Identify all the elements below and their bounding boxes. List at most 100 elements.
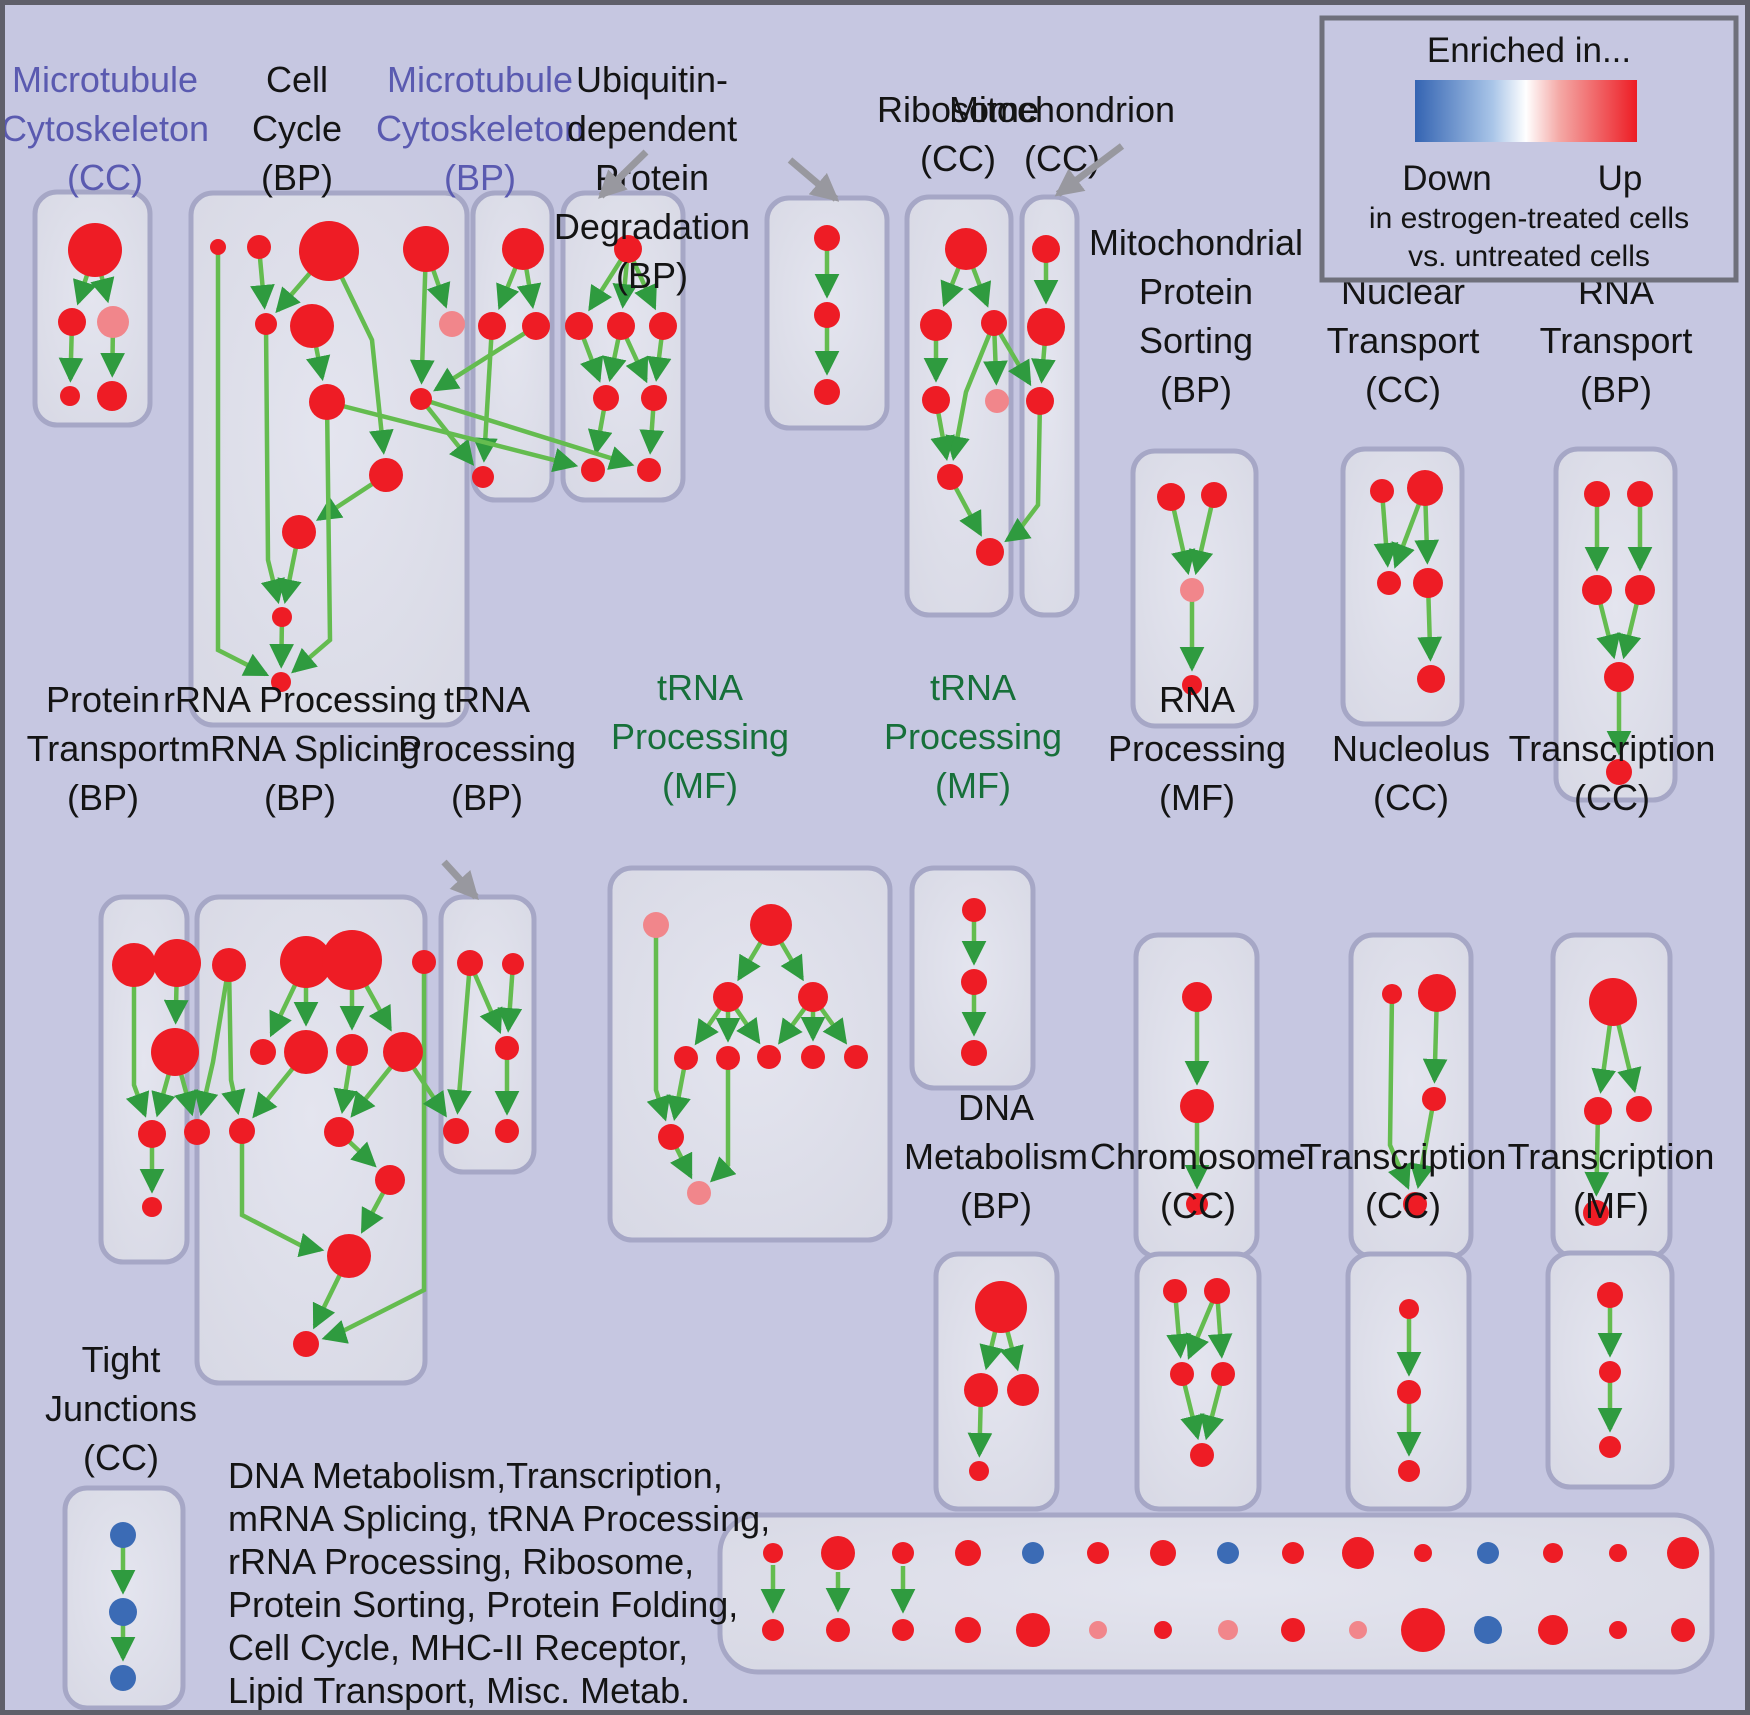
go-term-node (472, 466, 494, 488)
cluster-label-line: (CC) (1574, 777, 1650, 818)
go-term-node (1186, 1193, 1208, 1215)
legend-up-label: Up (1598, 159, 1643, 198)
go-term-node (1474, 1616, 1502, 1644)
pointer-arrow (597, 149, 649, 199)
go-term-node (814, 379, 840, 405)
go-term-node (1609, 1544, 1627, 1562)
go-term-node (955, 1617, 981, 1643)
cluster-label-line: Cell (266, 59, 328, 100)
cluster-label-line: Tight (82, 1339, 161, 1380)
go-term-node (1671, 1618, 1695, 1642)
cluster-label-line: Microtubule (12, 59, 198, 100)
go-term-node (280, 936, 332, 988)
go-term-node (962, 898, 986, 922)
go-term-node (1397, 1380, 1421, 1404)
cluster-box-protein_transport_bp (98, 894, 190, 1265)
cluster-label-line: (BP) (960, 1185, 1032, 1226)
nodes (58, 221, 1699, 1691)
go-term-node (1089, 1621, 1107, 1639)
cluster-label-line: Chromosome (1090, 1136, 1306, 1177)
go-term-node (1281, 1618, 1305, 1642)
legend-caption-line: in estrogen-treated cells (1369, 202, 1689, 235)
go-term-node (151, 1028, 199, 1076)
edge (1373, 490, 1399, 568)
go-term-node (1007, 1374, 1039, 1406)
go-term-node (1589, 978, 1637, 1026)
go-term-node (1407, 470, 1443, 506)
cluster-labels: Microtubule Cytoskeleton (CC) Cell Cycle (BP)… (1, 59, 1715, 1478)
go-term-node (614, 235, 642, 263)
cluster-label-line: Transport (27, 728, 180, 769)
go-term-node (153, 939, 201, 987)
cluster-label-line: Transcription (1509, 728, 1716, 769)
go-term-node (844, 1045, 868, 1069)
go-term-node (593, 385, 619, 411)
go-term-node (1413, 568, 1443, 598)
cluster-label-line: Metabolism (904, 1136, 1088, 1177)
go-term-node (299, 221, 359, 281)
go-term-node (502, 228, 544, 270)
go-term-node (1163, 1279, 1187, 1303)
cluster-label-line: tRNA (930, 667, 1016, 708)
cluster-label-line: DNA (958, 1087, 1034, 1128)
cluster-label-line: (CC) (1365, 1185, 1441, 1226)
go-term-node (1032, 235, 1060, 263)
go-term-node (1597, 1282, 1623, 1308)
caption-line: Protein Sorting, Protein Folding, (228, 1584, 738, 1625)
go-term-node (976, 538, 1004, 566)
caption-line: Lipid Transport, Misc. Metab. (228, 1670, 690, 1711)
cluster-label-trna_processing_mf_1: tRNA Processing (MF) (611, 667, 789, 806)
go-term-node (1538, 1615, 1568, 1645)
cluster-label-line: Protein (46, 679, 160, 720)
go-term-node (814, 302, 840, 328)
go-term-node (327, 1234, 371, 1278)
cluster-label-nuclear_transport_cc: Nuclear Transport (CC) (1327, 271, 1480, 410)
go-term-node (97, 381, 127, 411)
go-term-node (250, 1039, 276, 1065)
cluster-label-line: dependent (567, 108, 737, 149)
go-term-node (1377, 571, 1401, 595)
go-term-node (1218, 1620, 1238, 1640)
go-term-node (138, 1120, 166, 1148)
go-term-node (649, 312, 677, 340)
go-term-node (1370, 479, 1394, 503)
go-term-node (1150, 1540, 1176, 1566)
edge (1409, 1098, 1437, 1189)
go-term-node (581, 458, 605, 482)
go-term-node (1027, 308, 1065, 346)
go-term-node (826, 1618, 850, 1642)
go-term-node (1399, 1299, 1419, 1319)
cluster-label-line: Cycle (252, 108, 342, 149)
go-term-node (892, 1619, 914, 1641)
go-term-node (643, 912, 669, 938)
cluster-label-line: (BP) (444, 157, 516, 198)
cluster-label-line: Microtubule (387, 59, 573, 100)
go-term-node (1382, 984, 1402, 1004)
cluster-label-dna_metabolism_bp: DNA Metabolism (BP) (904, 1087, 1088, 1226)
go-term-node (1217, 1542, 1239, 1564)
go-term-node (892, 1542, 914, 1564)
go-term-node (255, 313, 277, 335)
cross-edge (194, 964, 232, 1117)
go-term-node (1016, 1613, 1050, 1647)
go-term-node (937, 464, 963, 490)
go-term-node (658, 1124, 684, 1150)
legend-box (1319, 15, 1739, 283)
cluster-label-microtubule_cytoskeleton_cc: Microtubule Cytoskeleton (CC) (1, 59, 209, 198)
go-term-node (1604, 662, 1634, 692)
edge (1387, 993, 1411, 1190)
go-term-node (1667, 1537, 1699, 1569)
cluster-label-line: Degradation (554, 206, 750, 247)
go-term-node (478, 312, 506, 340)
cluster-label-line: mRNA Splicing (180, 728, 420, 769)
cross-edge (433, 324, 538, 392)
go-term-node (1401, 1608, 1445, 1652)
edge (709, 1058, 737, 1183)
go-term-node (322, 930, 382, 990)
cluster-label-line: (BP) (1160, 369, 1232, 410)
go-term-node (821, 1536, 855, 1570)
go-term-node (1170, 1362, 1194, 1386)
go-term-node (955, 1540, 981, 1566)
go-term-node (1211, 1362, 1235, 1386)
